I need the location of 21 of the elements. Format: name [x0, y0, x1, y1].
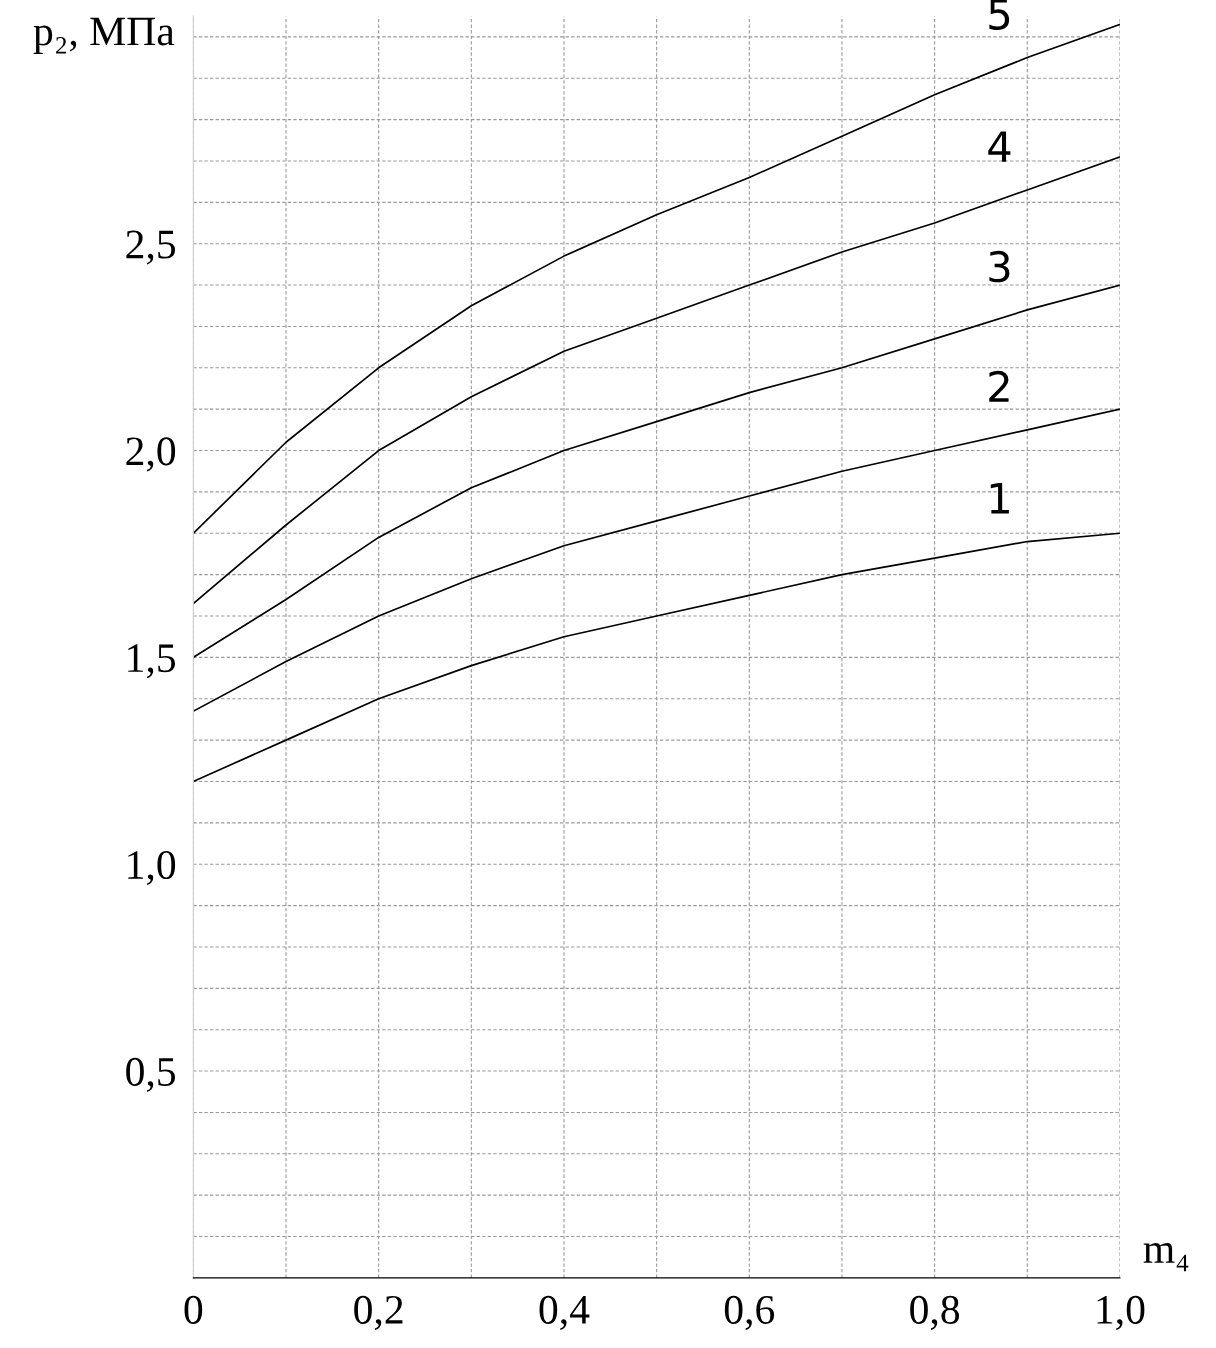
y-tick-label: 0,5: [126, 1057, 176, 1092]
y-tick-label: 1,0: [128, 850, 176, 886]
series-label: 5: [989, 0, 1010, 31]
x-tick-label: 0,4: [539, 1295, 590, 1330]
y-tick-label: 1,5: [128, 644, 176, 679]
line-series: [193, 284, 1120, 659]
x-tick-label: 0,2: [354, 1295, 403, 1330]
series-label: 3: [989, 250, 1010, 283]
x-tick-label: 0: [184, 1295, 203, 1324]
series-label: 1: [990, 483, 1009, 514]
x-tick-label: 1,0: [1097, 1295, 1145, 1330]
line-series: [193, 532, 1120, 783]
y-axis-title: p₂, МПа: [33, 17, 175, 54]
y-tick-label: 2,5: [126, 230, 176, 265]
series-label: 4: [988, 131, 1011, 162]
series-label: 2: [989, 370, 1009, 402]
x-axis-title: m₄: [1143, 1243, 1189, 1272]
x-tick-label: 0,6: [724, 1295, 775, 1330]
y-tick-label: 2,0: [126, 437, 176, 472]
line-series: [193, 408, 1120, 712]
x-tick-label: 0,8: [910, 1295, 960, 1330]
